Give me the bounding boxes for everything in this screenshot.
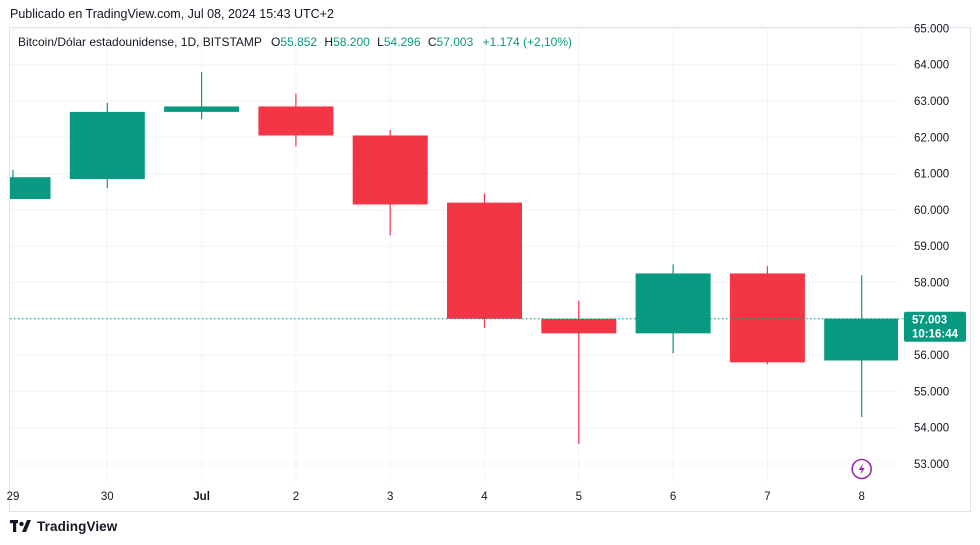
legend-low-value: 54.296 — [383, 35, 421, 49]
current-price-tag — [904, 311, 966, 342]
date-tick-label: 3 — [387, 491, 393, 503]
symbol-name: Bitcoin/Dólar estadounidense, 1D, BITSTA… — [18, 35, 262, 49]
price-tick-label: 64.000 — [914, 60, 949, 72]
price-tick-label: 55.000 — [914, 386, 949, 398]
candle-body — [10, 177, 51, 200]
tradingview-logo-icon — [10, 519, 31, 532]
candles — [10, 71, 898, 445]
candle-body — [729, 273, 805, 363]
overlay: 57.003 10:16:44 — [10, 311, 966, 480]
candle-body — [164, 106, 240, 112]
price-tick-label: 62.000 — [914, 132, 949, 144]
date-tick-label: 29 — [7, 491, 20, 503]
date-tick-label: 5 — [576, 491, 582, 503]
legend-low-label: L — [377, 35, 384, 49]
candle-group — [10, 71, 898, 445]
candle-body — [541, 318, 617, 334]
price-tick-label: 65.000 — [914, 23, 949, 35]
date-tick-label: 4 — [481, 491, 488, 503]
legend-open-value: 55.852 — [280, 35, 318, 49]
date-tick-label: 6 — [670, 491, 676, 503]
current-price-tag-price: 57.003 — [912, 315, 947, 327]
current-price-tag-countdown: 10:16:44 — [912, 329, 959, 341]
price-tick-label: 63.000 — [914, 96, 949, 108]
price-tick-label: 54.000 — [914, 423, 949, 435]
candle-body — [352, 135, 428, 205]
published-caption: Publicado en TradingView.com, Jul 08, 20… — [10, 7, 334, 21]
price-tick-label: 59.000 — [914, 241, 949, 253]
footer-brand[interactable]: TradingView — [10, 519, 117, 534]
legend-change: +1.174 (+2,10%) — [482, 35, 572, 49]
date-tick-label: 7 — [764, 491, 770, 503]
legend-close-label: C — [427, 35, 437, 49]
legend-high-label: H — [324, 35, 334, 49]
legend-close-value: 57.003 — [436, 35, 474, 49]
price-tick-label: 60.000 — [914, 205, 949, 217]
date-tick-label: 30 — [101, 491, 114, 503]
candle-body — [258, 106, 334, 136]
lightning-glyph — [858, 463, 865, 475]
footer-brand-text: TradingView — [37, 519, 118, 534]
date-tick-label: 2 — [293, 491, 299, 503]
candle-body — [69, 111, 145, 180]
price-tick-label: 58.000 — [914, 278, 949, 290]
symbol-legend: Bitcoin/Dólar estadounidense, 1D, BITSTA… — [18, 35, 572, 49]
candle-body — [635, 273, 711, 334]
price-tick-label: 53.000 — [914, 459, 949, 471]
date-tick-label: Jul — [193, 491, 210, 503]
date-tick-label: 8 — [858, 491, 864, 503]
candle-body — [447, 202, 522, 319]
legend-open-label: O — [271, 35, 281, 49]
axis-ticks: 53.00054.00055.00056.00057.00058.00059.0… — [7, 23, 950, 503]
price-tick-label: 61.000 — [914, 169, 949, 181]
legend-high-value: 58.200 — [333, 35, 370, 49]
chart-frame — [9, 27, 971, 512]
price-tick-label: 56.000 — [914, 350, 949, 362]
candle-body — [824, 318, 898, 361]
